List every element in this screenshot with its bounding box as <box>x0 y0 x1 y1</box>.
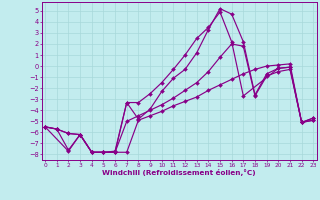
X-axis label: Windchill (Refroidissement éolien,°C): Windchill (Refroidissement éolien,°C) <box>102 169 256 176</box>
